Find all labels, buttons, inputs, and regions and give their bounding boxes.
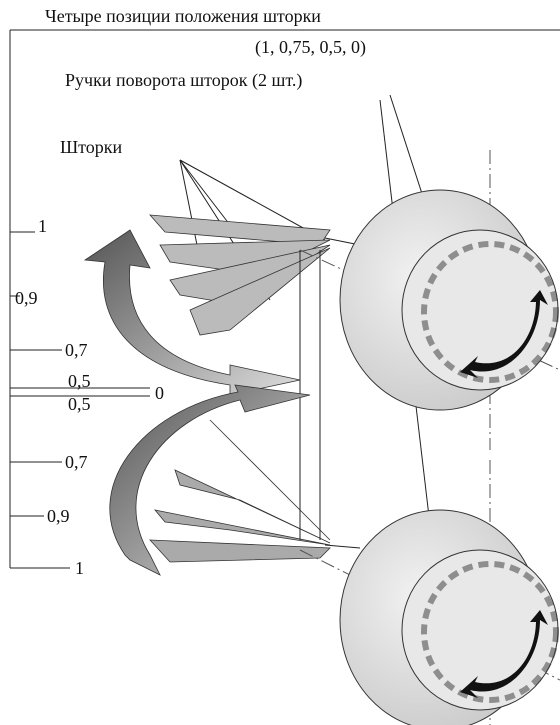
position-label: 1 (75, 558, 84, 578)
position-label: 0 (155, 383, 164, 403)
position-label: 1 (38, 216, 47, 236)
position-label: 0,9 (47, 506, 70, 526)
shutters-top (150, 215, 330, 335)
position-label: 0,9 (15, 288, 38, 308)
knob-bottom (300, 460, 560, 725)
position-label: 0,7 (65, 452, 88, 472)
title: Четыре позиции положения шторки (45, 6, 321, 26)
positions-note: (1, 0,75, 0,5, 0) (255, 37, 366, 58)
position-label: 0,7 (65, 340, 88, 360)
knob-top (300, 150, 560, 450)
page: Четыре позиции положения шторки (1, 0,75… (0, 0, 560, 725)
diagram: Четыре позиции положения шторки (1, 0,75… (0, 0, 560, 725)
position-label: 0,5 (68, 394, 91, 414)
shutters-callout: Шторки (60, 137, 123, 157)
handles-callout: Ручки поворота шторок (2 шт.) (65, 70, 302, 91)
position-label: 0,5 (68, 371, 91, 391)
shutters-bottom (150, 420, 330, 562)
